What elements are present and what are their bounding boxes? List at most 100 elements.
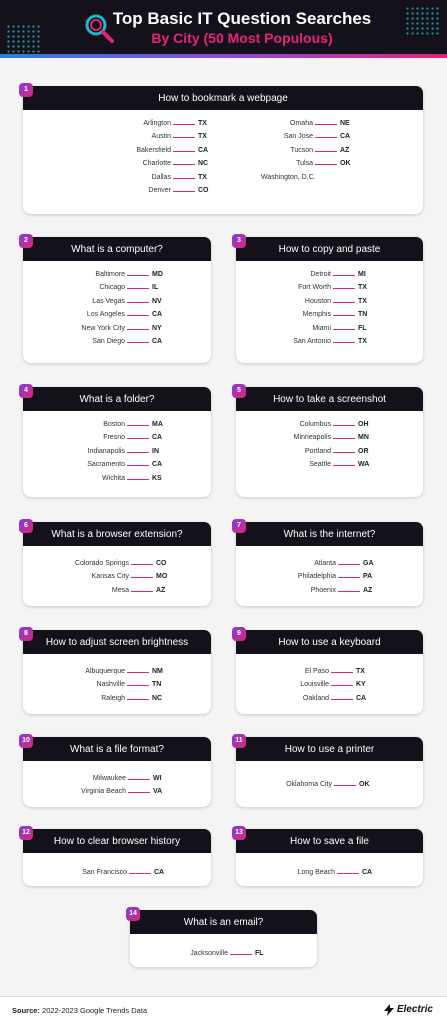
connector-line bbox=[173, 164, 195, 166]
state-code: FL bbox=[358, 324, 367, 332]
city-name: Oklahoma City bbox=[286, 781, 332, 788]
card-number-badge: 1 bbox=[19, 83, 33, 97]
state-code: TX bbox=[358, 297, 367, 305]
city-row: El Paso TX bbox=[236, 668, 423, 681]
card-number-badge: 7 bbox=[232, 519, 246, 533]
connector-line bbox=[338, 590, 360, 592]
card-title: How to copy and paste bbox=[236, 237, 423, 261]
page-subtitle: By City (50 Most Populous) bbox=[151, 30, 333, 46]
card-number-badge: 13 bbox=[232, 826, 246, 840]
connector-line bbox=[333, 288, 355, 290]
card-number-badge: 10 bbox=[19, 734, 33, 748]
card-number-badge: 4 bbox=[19, 384, 33, 398]
card-title: How to bookmark a webpage bbox=[23, 86, 423, 110]
city-row: San Jose CA bbox=[23, 133, 423, 146]
city-row: Albuquerque NM bbox=[23, 668, 211, 681]
question-card-9: How to use a keyboard 9 El Paso TX Louisvill… bbox=[232, 627, 423, 714]
city-name: Miami bbox=[312, 324, 331, 332]
connector-line bbox=[315, 124, 337, 125]
state-code: TX bbox=[198, 120, 207, 127]
electric-logo-icon bbox=[384, 1004, 394, 1016]
city-name: Long Beach bbox=[297, 869, 335, 876]
city-name: Bakersfield bbox=[136, 146, 171, 154]
city-name: New York City bbox=[81, 324, 125, 332]
city-name: Colorado Springs bbox=[74, 560, 129, 567]
card-title: How to adjust screen brightness bbox=[23, 630, 211, 654]
city-name: Detroit bbox=[310, 271, 331, 278]
city-name: Boston bbox=[103, 421, 125, 428]
city-row: Houston TX bbox=[236, 298, 423, 311]
city-name: San Jose bbox=[283, 133, 313, 141]
connector-line bbox=[127, 685, 149, 687]
state-code: PA bbox=[363, 573, 373, 581]
city-list: Arlington TX Austin TX Bakersfield CA Charlott… bbox=[23, 120, 423, 200]
state-code: KY bbox=[356, 681, 366, 689]
connector-line bbox=[338, 577, 360, 579]
city-row: San Antonio TX bbox=[236, 338, 423, 351]
city-name: San Diego bbox=[92, 337, 125, 345]
brand-name: Electric bbox=[396, 1004, 433, 1015]
connector-line bbox=[333, 438, 355, 440]
city-list: Omaha NE San Jose CA Tucson AZ Tulsa OK Washingt… bbox=[23, 120, 423, 187]
city-row: San Francisco CA bbox=[23, 869, 211, 882]
connector-line bbox=[315, 150, 337, 152]
city-row: Virginia Beach VA bbox=[23, 788, 211, 801]
city-name: Mesa bbox=[111, 586, 129, 594]
city-row: New York City NY bbox=[23, 325, 211, 338]
city-row: Oklahoma City OK bbox=[236, 781, 423, 794]
card-number-badge: 6 bbox=[19, 519, 33, 533]
gradient-stripe bbox=[0, 54, 447, 58]
city-list: Milwaukee WI Virginia Beach VA bbox=[23, 775, 211, 802]
state-code: OK bbox=[340, 160, 351, 168]
city-list: Detroit MI Fort Worth TX Houston TX Memphis TN M… bbox=[236, 271, 423, 351]
city-name: Fresno bbox=[103, 434, 125, 442]
city-name: Las Vegas bbox=[92, 297, 125, 305]
state-code: AZ bbox=[340, 146, 350, 154]
connector-line bbox=[128, 792, 150, 794]
page-title: Top Basic IT Question Searches bbox=[112, 9, 372, 28]
city-name: Louisville bbox=[300, 681, 329, 689]
city-list: Atlanta GA Philadelphia PA Phoenix AZ bbox=[236, 560, 423, 600]
state-code: WA bbox=[358, 461, 370, 469]
state-code: MA bbox=[152, 421, 163, 428]
state-code: KS bbox=[152, 474, 162, 482]
card-title: What is a browser extension? bbox=[23, 522, 211, 546]
state-code: NY bbox=[152, 324, 162, 332]
city-name: Dallas bbox=[151, 173, 171, 181]
state-code: AZ bbox=[363, 586, 373, 594]
connector-line bbox=[338, 564, 360, 565]
state-code: CA bbox=[362, 869, 373, 876]
connector-line bbox=[337, 873, 359, 874]
card-title: How to save a file bbox=[236, 829, 423, 853]
state-code: NM bbox=[152, 668, 163, 675]
city-row: Indianapolis IN bbox=[23, 448, 211, 461]
city-name: Nashville bbox=[96, 681, 125, 689]
connector-line bbox=[128, 779, 150, 780]
connector-line bbox=[334, 785, 356, 786]
state-code: TX bbox=[198, 173, 207, 181]
city-row: Jacksonville FL bbox=[130, 950, 317, 963]
connector-line bbox=[127, 275, 149, 276]
state-code: CA bbox=[152, 311, 163, 319]
city-row: Nashville TN bbox=[23, 681, 211, 694]
connector-line bbox=[131, 577, 153, 579]
connector-line bbox=[127, 478, 149, 480]
city-row: Kansas City MO bbox=[23, 573, 211, 586]
city-name: Arlington bbox=[143, 120, 171, 127]
city-name: Atlanta bbox=[314, 560, 336, 567]
card-title: What is an email? bbox=[130, 910, 317, 934]
state-code: CA bbox=[356, 694, 367, 702]
city-name: Columbus bbox=[299, 421, 331, 428]
state-code: TX bbox=[358, 284, 367, 292]
connector-line bbox=[127, 698, 149, 700]
state-code: NC bbox=[198, 160, 209, 168]
city-row: Baltimore MD bbox=[23, 271, 211, 284]
connector-line bbox=[333, 315, 355, 317]
state-code: CA bbox=[154, 869, 165, 876]
card-title: How to take a screenshot bbox=[236, 387, 423, 411]
connector-line bbox=[127, 288, 149, 290]
state-code: MD bbox=[152, 271, 163, 278]
city-row: Atlanta GA bbox=[236, 560, 423, 573]
state-code: OH bbox=[358, 421, 369, 428]
question-card-6: What is a browser extension? 6 Colorado Sp… bbox=[19, 519, 211, 606]
